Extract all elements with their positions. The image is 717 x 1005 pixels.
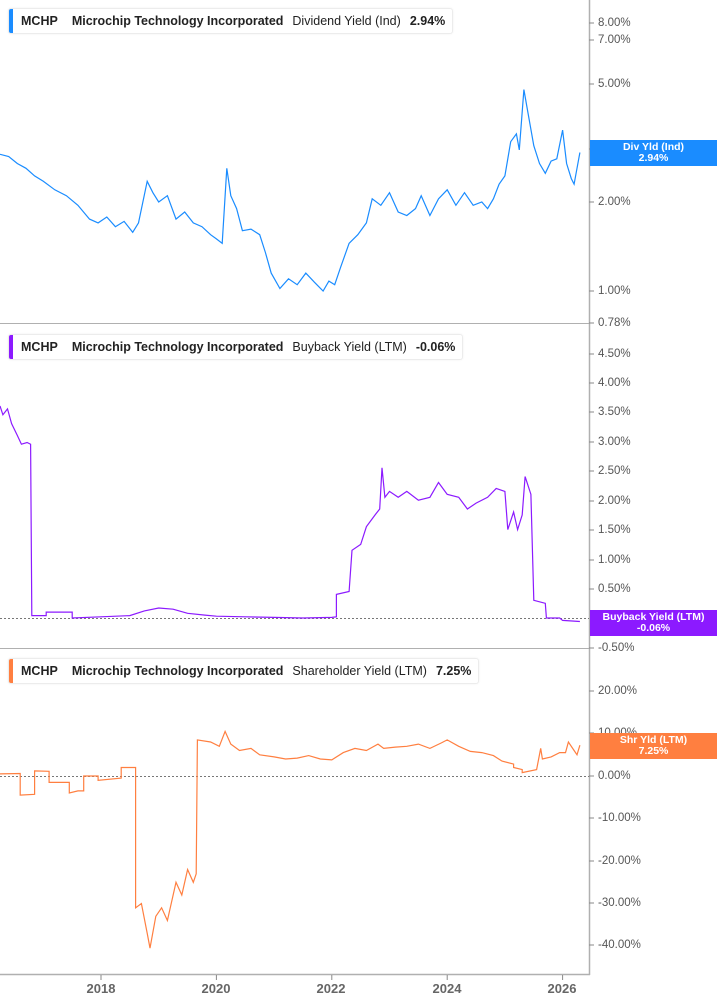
axis-ticks xyxy=(100,22,594,980)
legend-shareholder-yield[interactable]: MCHP Microchip Technology Incorporated S… xyxy=(8,658,480,684)
y-tick-label: 20.00% xyxy=(598,685,638,697)
y-tick-label: 4.00% xyxy=(598,377,631,389)
badge-label: Div Yld (Ind) xyxy=(622,141,685,153)
x-tick-label: 2018 xyxy=(86,981,116,996)
legend-buyback-yield[interactable]: MCHP Microchip Technology Incorporated B… xyxy=(8,334,464,360)
y-tick-label: 1.50% xyxy=(598,524,631,536)
y-tick-label: 1.00% xyxy=(598,285,631,297)
legend-company: Microchip Technology Incorporated xyxy=(71,340,284,354)
y-tick-label: 0.00% xyxy=(598,770,631,782)
y-tick-label: 5.00% xyxy=(598,78,631,90)
x-tick-label: 2026 xyxy=(547,981,577,996)
legend-ticker: MCHP xyxy=(21,664,58,678)
x-tick-label: 2020 xyxy=(201,981,231,996)
y-tick-label: 2.50% xyxy=(598,465,631,477)
y-tick-label: -20.00% xyxy=(598,855,641,867)
current-value-badge-dividend: Div Yld (Ind) 2.94% xyxy=(590,140,717,166)
buyback-yield-line xyxy=(0,405,580,623)
legend-metric: Shareholder Yield (LTM) xyxy=(292,664,427,678)
badge-label: Shr Yld (LTM) xyxy=(619,734,688,746)
y-tick-label: -0.50% xyxy=(598,642,635,654)
y-tick-label: -30.00% xyxy=(598,897,641,909)
legend-ticker: MCHP xyxy=(21,340,58,354)
y-tick-label: 4.50% xyxy=(598,348,631,360)
y-tick-label: -10.00% xyxy=(598,812,641,824)
y-tick-label: 1.00% xyxy=(598,554,631,566)
legend-metric: Buyback Yield (LTM) xyxy=(292,340,407,354)
legend-company: Microchip Technology Incorporated xyxy=(71,664,284,678)
legend-metric: Dividend Yield (Ind) xyxy=(292,14,401,28)
x-tick-label: 2022 xyxy=(316,981,346,996)
current-value-badge-shareholder: Shr Yld (LTM) 7.25% xyxy=(590,733,717,759)
badge-label: Buyback Yield (LTM) xyxy=(602,611,705,623)
legend-color-swatch xyxy=(9,659,13,683)
badge-value: 2.94% xyxy=(638,152,669,164)
legend-company: Microchip Technology Incorporated xyxy=(71,14,284,28)
dividend-yield-line xyxy=(0,89,581,292)
y-tick-label: 2.00% xyxy=(598,196,631,208)
badge-value: -0.06% xyxy=(636,622,671,634)
x-tick-label: 2024 xyxy=(432,981,462,996)
y-tick-label: 0.78% xyxy=(598,317,631,329)
legend-ticker: MCHP xyxy=(21,14,58,28)
y-tick-label: 7.00% xyxy=(598,34,631,46)
current-value-badge-buyback: Buyback Yield (LTM) -0.06% xyxy=(590,610,717,636)
legend-color-swatch xyxy=(9,335,13,359)
legend-dividend-yield[interactable]: MCHP Microchip Technology Incorporated D… xyxy=(8,8,454,34)
y-tick-label: 3.50% xyxy=(598,406,631,418)
legend-value: 7.25% xyxy=(435,664,472,678)
legend-value: -0.06% xyxy=(415,340,456,354)
y-tick-label: 8.00% xyxy=(598,17,631,29)
legend-color-swatch xyxy=(9,9,13,33)
y-tick-label: 2.00% xyxy=(598,495,631,507)
legend-value: 2.94% xyxy=(409,14,446,28)
y-tick-label: 0.50% xyxy=(598,583,631,595)
shareholder-yield-line xyxy=(0,729,581,949)
badge-value: 7.25% xyxy=(638,745,669,757)
y-tick-label: 3.00% xyxy=(598,436,631,448)
y-tick-label: -40.00% xyxy=(598,939,641,951)
